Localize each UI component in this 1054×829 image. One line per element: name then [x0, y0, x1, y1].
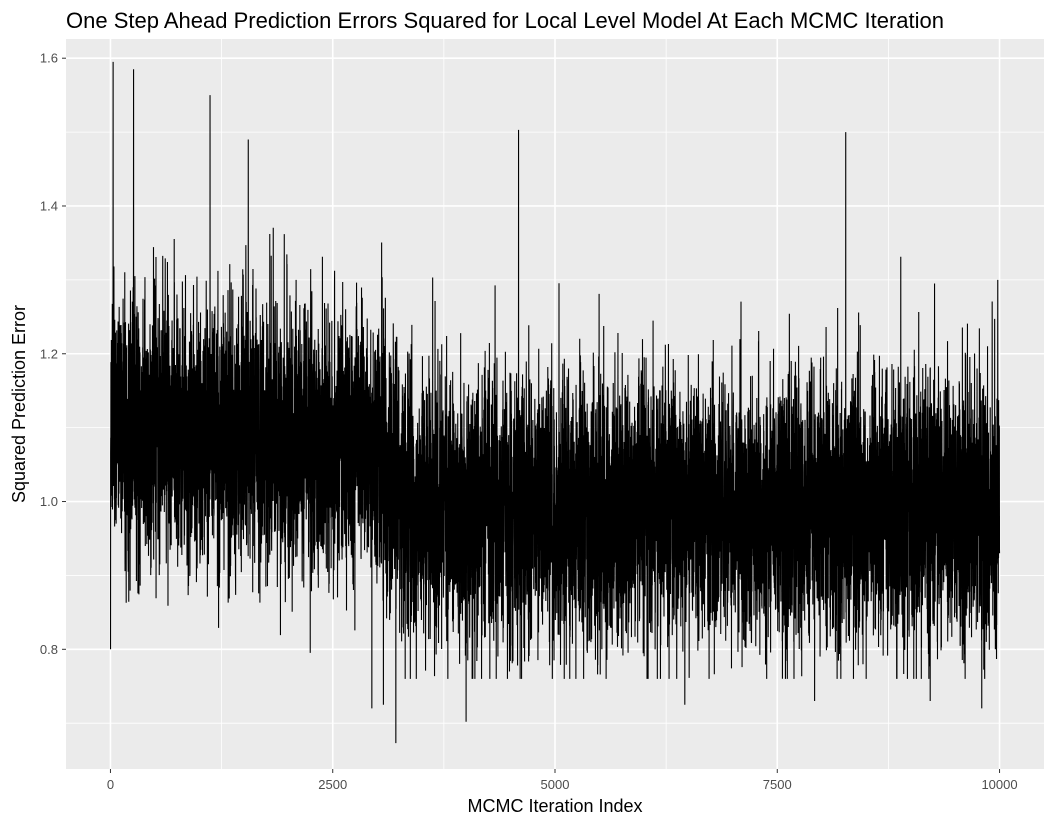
y-tick-label: 1.4: [40, 198, 58, 213]
x-axis-title: MCMC Iteration Index: [467, 796, 642, 816]
x-tick-label: 5000: [541, 777, 570, 792]
y-axis-title: Squared Prediction Error: [9, 305, 29, 503]
y-tick-label: 1.0: [40, 494, 58, 509]
y-tick-label: 1.2: [40, 346, 58, 361]
y-axis: 0.8 1.0 1.2 1.4 1.6: [40, 51, 66, 657]
series-line: [109, 61, 1001, 744]
x-tick-label: 2500: [318, 777, 347, 792]
x-tick-label: 7500: [763, 777, 792, 792]
y-tick-label: 0.8: [40, 642, 58, 657]
x-tick-label: 10000: [981, 777, 1017, 792]
x-axis: 0 2500 5000 7500 10000: [107, 769, 1018, 792]
y-tick-label: 1.6: [40, 51, 58, 66]
x-tick-label: 0: [107, 777, 114, 792]
chart-title: One Step Ahead Prediction Errors Squared…: [66, 8, 944, 33]
